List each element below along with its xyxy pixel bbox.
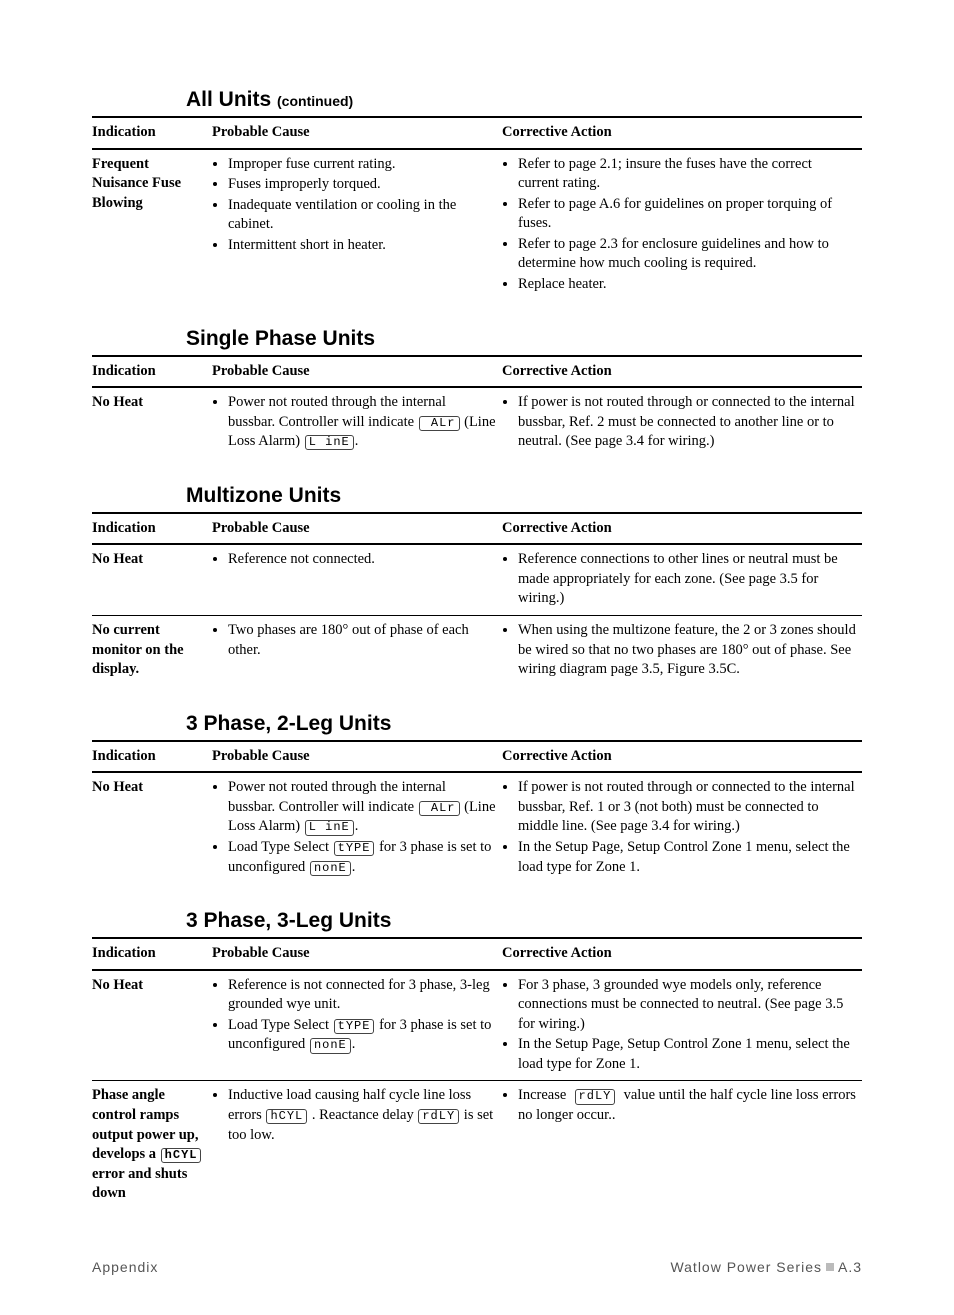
table-row: No HeatPower not routed through the inte… <box>92 772 862 883</box>
troubleshooting-table: IndicationProbable CauseCorrective Actio… <box>92 937 862 1209</box>
cause-cell: Two phases are 180° out of phase of each… <box>212 616 502 686</box>
troubleshooting-table: IndicationProbable CauseCorrective Actio… <box>92 355 862 458</box>
action-cell: For 3 phase, 3 grounded wye models only,… <box>502 970 862 1081</box>
indication-cell: No Heat <box>92 544 212 615</box>
indication-cell: No Heat <box>92 970 212 1081</box>
column-header: Corrective Action <box>502 741 862 773</box>
cause-cell: Inductive load causing half cycle line l… <box>212 1081 502 1209</box>
column-header: Indication <box>92 117 212 149</box>
cause-cell: Power not routed through the internal bu… <box>212 772 502 883</box>
column-header: Indication <box>92 938 212 970</box>
cause-cell: Improper fuse current rating.Fuses impro… <box>212 149 502 301</box>
footer-left: Appendix <box>92 1259 158 1275</box>
action-cell: Increase rdLY value until the half cycle… <box>502 1081 862 1209</box>
column-header: Probable Cause <box>212 356 502 388</box>
troubleshooting-table: IndicationProbable CauseCorrective Actio… <box>92 740 862 883</box>
action-cell: If power is not routed through or connec… <box>502 387 862 458</box>
cause-cell: Power not routed through the internal bu… <box>212 387 502 458</box>
action-cell: If power is not routed through or connec… <box>502 772 862 883</box>
troubleshooting-table: IndicationProbable CauseCorrective Actio… <box>92 512 862 686</box>
page-footer: Appendix Watlow Power SeriesA.3 <box>92 1259 862 1275</box>
section-title: 3 Phase, 2-Leg Units <box>186 712 862 736</box>
section-title: Single Phase Units <box>186 327 862 351</box>
square-icon <box>826 1263 834 1271</box>
section-title: Multizone Units <box>186 484 862 508</box>
page-content: All Units (continued)IndicationProbable … <box>0 0 954 1315</box>
column-header: Indication <box>92 513 212 545</box>
action-cell: Refer to page 2.1; insure the fuses have… <box>502 149 862 301</box>
table-row: Phase angle control ramps output power u… <box>92 1081 862 1209</box>
section-title: 3 Phase, 3-Leg Units <box>186 909 862 933</box>
footer-right: Watlow Power SeriesA.3 <box>670 1259 862 1275</box>
column-header: Probable Cause <box>212 117 502 149</box>
indication-cell: No Heat <box>92 387 212 458</box>
table-row: No HeatReference not connected.Reference… <box>92 544 862 615</box>
indication-cell: Frequent Nuisance Fuse Blowing <box>92 149 212 301</box>
column-header: Probable Cause <box>212 513 502 545</box>
column-header: Corrective Action <box>502 356 862 388</box>
cause-cell: Reference is not connected for 3 phase, … <box>212 970 502 1081</box>
column-header: Probable Cause <box>212 938 502 970</box>
cause-cell: Reference not connected. <box>212 544 502 615</box>
column-header: Corrective Action <box>502 938 862 970</box>
troubleshooting-table: IndicationProbable CauseCorrective Actio… <box>92 116 862 301</box>
column-header: Probable Cause <box>212 741 502 773</box>
action-cell: When using the multizone feature, the 2 … <box>502 616 862 686</box>
column-header: Indication <box>92 356 212 388</box>
section-title: All Units (continued) <box>186 88 862 112</box>
indication-cell: No Heat <box>92 772 212 883</box>
indication-cell: Phase angle control ramps output power u… <box>92 1081 212 1209</box>
table-row: No HeatReference is not connected for 3 … <box>92 970 862 1081</box>
column-header: Corrective Action <box>502 117 862 149</box>
table-row: Frequent Nuisance Fuse BlowingImproper f… <box>92 149 862 301</box>
indication-cell: No current monitor on the display. <box>92 616 212 686</box>
action-cell: Reference connections to other lines or … <box>502 544 862 615</box>
table-row: No current monitor on the display.Two ph… <box>92 616 862 686</box>
column-header: Indication <box>92 741 212 773</box>
column-header: Corrective Action <box>502 513 862 545</box>
table-row: No HeatPower not routed through the inte… <box>92 387 862 458</box>
